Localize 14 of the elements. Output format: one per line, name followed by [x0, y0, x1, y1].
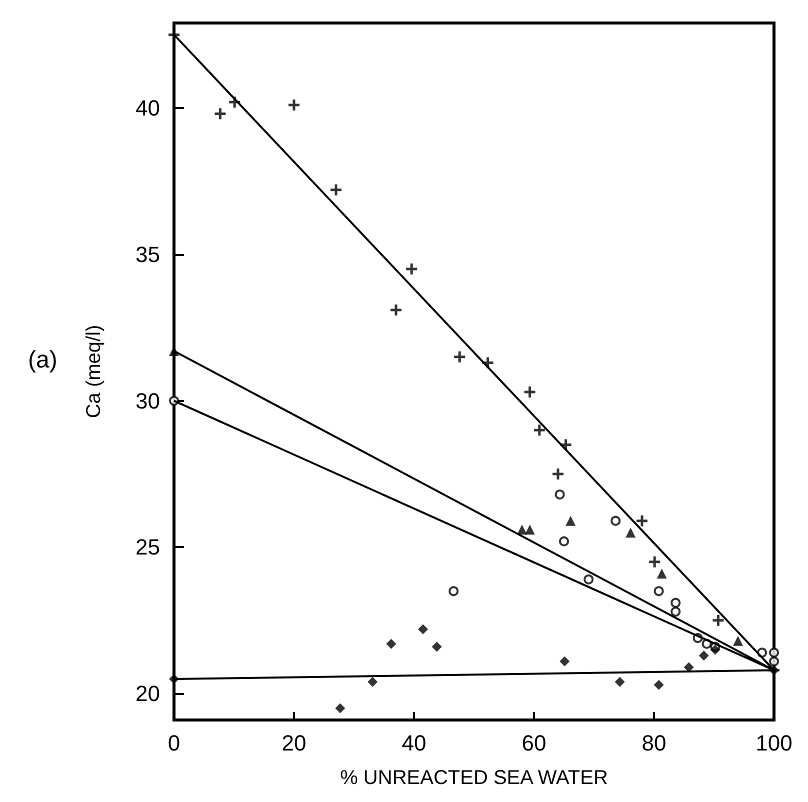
y-tick-label: 25: [136, 534, 160, 560]
y-tick-label: 40: [136, 95, 160, 120]
y-tick-label: 20: [136, 681, 160, 706]
x-tick-label: 80: [642, 730, 666, 756]
x-axis-title: % UNREACTED SEA WATER: [340, 767, 608, 789]
y-tick-label: 35: [136, 242, 160, 267]
x-tick-label: 0: [168, 730, 180, 756]
y-tick-label: 30: [136, 388, 160, 414]
text: (a): [28, 346, 58, 374]
x-tick-label: 100: [756, 730, 792, 756]
x-tick-label: 60: [522, 730, 546, 756]
x-tick-label: 40: [402, 730, 426, 756]
x-tick-label: 20: [282, 730, 306, 756]
y-axis-title: Ca (meq/l): [83, 324, 105, 418]
